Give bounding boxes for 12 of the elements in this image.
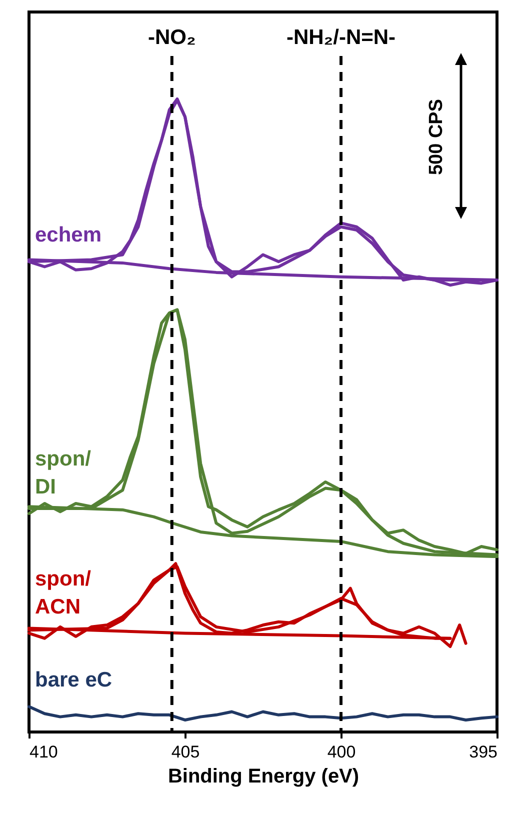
series-label: spon/ACN [35, 567, 92, 618]
ref-line-label: -NH₂/-N=N- [286, 26, 396, 49]
ref-line-label: -NO₂ [148, 26, 196, 49]
series-label: bare eC [35, 668, 112, 692]
series-label: spon/DI [35, 448, 92, 499]
x-tick-label: 395 [469, 742, 498, 762]
x-axis-title: Binding Energy (eV) [168, 766, 360, 788]
x-tick-label: 400 [327, 742, 356, 762]
series-label: echem [35, 224, 102, 247]
x-tick-label: 410 [30, 742, 58, 762]
x-tick-label: 405 [171, 742, 200, 762]
annotation: 500 CPS [426, 98, 447, 176]
